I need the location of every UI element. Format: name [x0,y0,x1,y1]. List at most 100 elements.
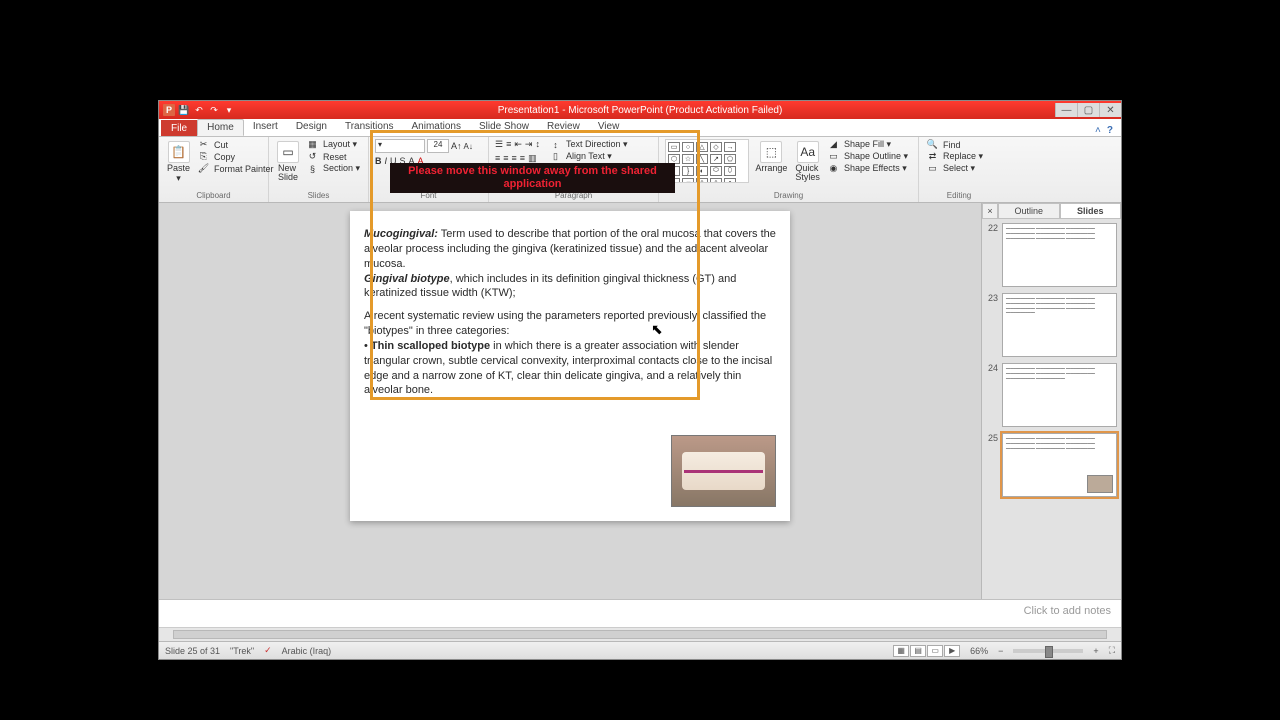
quick-styles-icon: Aa [797,141,819,163]
help-icon[interactable]: ? [1107,125,1113,136]
slide-canvas-area[interactable]: Mucogingival: Term used to describe that… [159,203,981,599]
font-family-dropdown[interactable]: ▾ [375,139,425,153]
reading-view-icon[interactable]: ▭ [927,645,943,657]
thumbnail-slide-23[interactable]: 23━━━━━━━━━━━━ ━━━━━━━━━━━━ ━━━━━━━━━━━━… [984,293,1117,357]
minimize-button[interactable]: — [1055,103,1077,117]
cut-icon: ✂ [198,139,209,150]
thumbnail-slide-25[interactable]: 25━━━━━━━━━━━━ ━━━━━━━━━━━━ ━━━━━━━━━━━━… [984,433,1117,497]
numbering-icon[interactable]: ≡ [506,139,511,150]
layout-button[interactable]: ▦Layout ▾ [305,139,364,150]
normal-view-icon[interactable]: ▦ [893,645,909,657]
section-button[interactable]: §Section ▾ [305,163,364,174]
cut-button[interactable]: ✂Cut [196,139,278,150]
group-slides: ▭ New Slide ▦Layout ▾ ↺Reset §Section ▾ … [269,137,369,202]
ribbon-tab-slide-show[interactable]: Slide Show [470,119,538,136]
section-icon: § [307,163,318,174]
notes-placeholder: Click to add notes [1024,605,1111,617]
line-spacing-icon[interactable]: ↕ [535,139,540,150]
group-drawing: ▭○△◇→⬡☆ ╲↗⬠{}◐⬭ ⬯⌂▱◊⬨⬩▾ ⬚ Arrange Aa Qui… [659,137,919,202]
sorter-view-icon[interactable]: ▤ [910,645,926,657]
align-text-icon: ▯ [550,151,561,162]
new-slide-icon: ▭ [277,141,299,163]
arrange-button[interactable]: ⬚ Arrange [753,139,789,175]
reset-button[interactable]: ↺Reset [305,151,364,162]
copy-icon: ⎘ [198,151,209,162]
slide-paragraph: • Thin scalloped biotype in which there … [364,339,776,398]
ribbon-tab-design[interactable]: Design [287,119,336,136]
ribbon-tab-animations[interactable]: Animations [403,119,470,136]
title-bar: P 💾 ↶ ↷ ▾ Presentation1 - Microsoft Powe… [159,101,1121,119]
tab-slides[interactable]: Slides [1060,203,1122,219]
increase-indent-icon[interactable]: ⇥ [525,139,533,150]
file-tab[interactable]: File [161,120,197,136]
decrease-indent-icon[interactable]: ⇤ [514,139,522,150]
thumbnail-list[interactable]: 22━━━━━━━━━━━━ ━━━━━━━━━━━━ ━━━━━━━━━━━━… [982,219,1121,599]
slide-paragraph: A recent systematic review using the par… [364,309,776,339]
text-direction-button[interactable]: ↕Text Direction ▾ [548,139,657,150]
ribbon-tab-review[interactable]: Review [538,119,589,136]
work-area: Mucogingival: Term used to describe that… [159,203,1121,599]
minimize-ribbon-icon[interactable]: ˄ [1095,125,1101,136]
replace-icon: ⇄ [927,151,938,162]
italic-icon[interactable]: I [385,156,388,166]
window-controls: — ▢ ✕ [1055,103,1121,117]
thumbnail-slide-24[interactable]: 24━━━━━━━━━━━━ ━━━━━━━━━━━━ ━━━━━━━━━━━━… [984,363,1117,427]
find-button[interactable]: 🔍Find [925,139,987,150]
zoom-slider[interactable] [1013,649,1083,653]
notes-pane[interactable]: Click to add notes [159,599,1121,627]
save-icon[interactable]: 💾 [178,104,190,116]
maximize-button[interactable]: ▢ [1077,103,1099,117]
thumbnail-panel: × Outline Slides 22━━━━━━━━━━━━ ━━━━━━━━… [981,203,1121,599]
shrink-font-icon[interactable]: A↓ [464,142,473,151]
close-button[interactable]: ✕ [1099,103,1121,117]
bold-icon[interactable]: B [375,156,382,166]
zoom-out-icon[interactable]: − [998,646,1003,656]
grow-font-icon[interactable]: A↑ [451,141,462,151]
reset-icon: ↺ [307,151,318,162]
qat-more-icon[interactable]: ▾ [223,104,235,116]
ribbon-tabs: File HomeInsertDesignTransitionsAnimatio… [159,119,1121,137]
zoom-in-icon[interactable]: + [1093,646,1098,656]
font-size-dropdown[interactable]: 24 [427,139,449,153]
language-indicator[interactable]: Arabic (Iraq) [282,646,332,656]
shapes-gallery[interactable]: ▭○△◇→⬡☆ ╲↗⬠{}◐⬭ ⬯⌂▱◊⬨⬩▾ [665,139,749,183]
thumbnail-slide-22[interactable]: 22━━━━━━━━━━━━ ━━━━━━━━━━━━ ━━━━━━━━━━━━… [984,223,1117,287]
select-button[interactable]: ▭Select ▾ [925,163,987,174]
spellcheck-icon[interactable]: ✓ [264,645,272,656]
close-panel-icon[interactable]: × [982,203,998,219]
zoom-level[interactable]: 66% [970,646,988,656]
view-buttons: ▦ ▤ ▭ ▶ [893,645,960,657]
tab-outline[interactable]: Outline [998,203,1060,219]
format-painter-button[interactable]: 🖌Format Painter [196,163,278,174]
undo-icon[interactable]: ↶ [193,104,205,116]
ribbon-tab-view[interactable]: View [589,119,629,136]
slideshow-view-icon[interactable]: ▶ [944,645,960,657]
shape-fill-button[interactable]: ◢Shape Fill ▾ [826,139,912,150]
arrange-icon: ⬚ [760,141,782,163]
quick-styles-button[interactable]: Aa Quick Styles [793,139,822,184]
paste-button[interactable]: 📋 Paste ▾ [165,139,192,185]
shape-effects-button[interactable]: ◉Shape Effects ▾ [826,163,912,174]
horizontal-scrollbar[interactable] [159,627,1121,641]
bullets-icon[interactable]: ☰ [495,139,503,150]
slide-canvas[interactable]: Mucogingival: Term used to describe that… [350,211,790,521]
replace-button[interactable]: ⇄Replace ▾ [925,151,987,162]
shape-outline-button[interactable]: ▭Shape Outline ▾ [826,151,912,162]
ribbon-tab-transitions[interactable]: Transitions [336,119,403,136]
redo-icon[interactable]: ↷ [208,104,220,116]
ribbon-help: ˄ ? [1095,125,1121,136]
group-clipboard: 📋 Paste ▾ ✂Cut ⎘Copy 🖌Format Painter Cli… [159,137,269,202]
thumbnail-number: 23 [984,293,998,303]
theme-name: "Trek" [230,646,254,656]
align-text-button[interactable]: ▯Align Text ▾ [548,151,657,162]
fit-window-icon[interactable]: ⛶ [1109,645,1115,656]
ribbon-tab-home[interactable]: Home [197,119,244,136]
new-slide-button[interactable]: ▭ New Slide [275,139,301,184]
text-direction-icon: ↕ [550,139,561,150]
slide-paragraph: Gingival biotype, which includes in its … [364,272,776,302]
ribbon-tab-insert[interactable]: Insert [244,119,287,136]
quick-access-toolbar: P 💾 ↶ ↷ ▾ [159,104,235,116]
thumbnail-tabs: × Outline Slides [982,203,1121,219]
status-bar: Slide 25 of 31 "Trek" ✓ Arabic (Iraq) ▦ … [159,641,1121,659]
copy-button[interactable]: ⎘Copy [196,151,278,162]
